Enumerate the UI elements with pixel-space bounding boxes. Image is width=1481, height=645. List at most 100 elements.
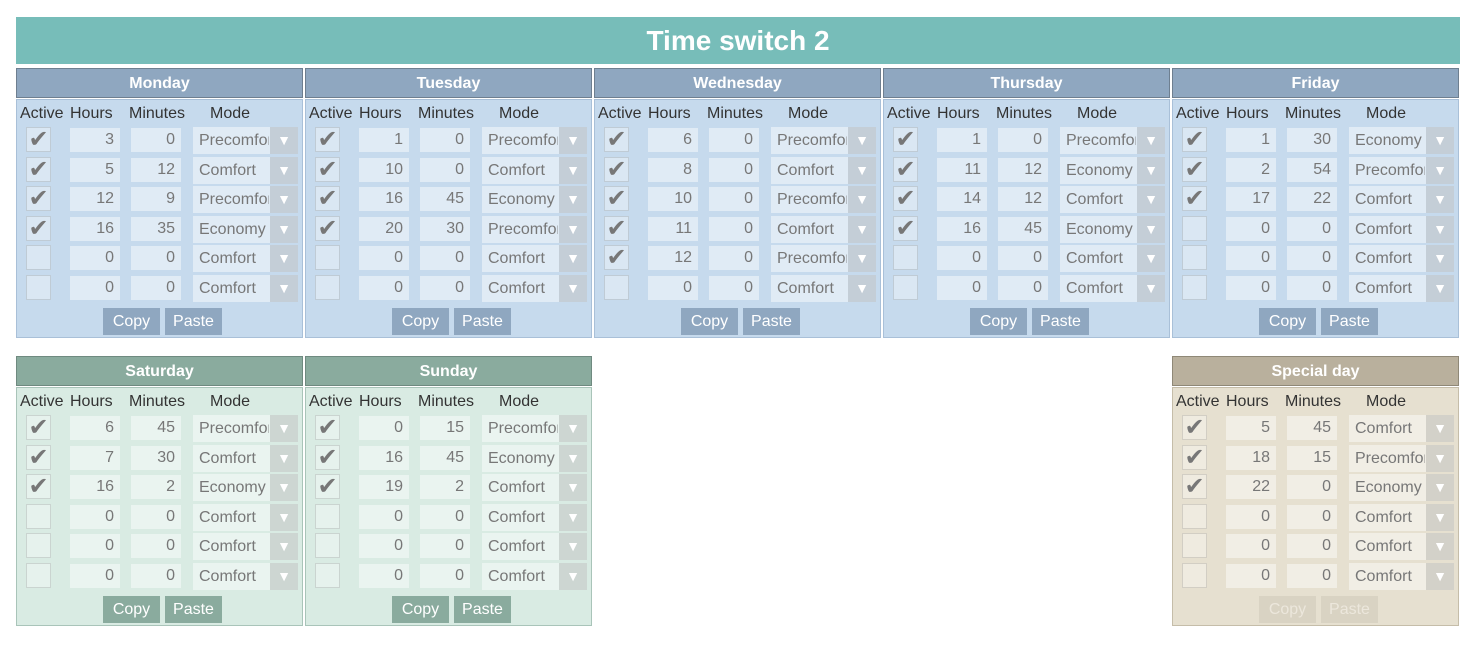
minutes-input[interactable]: 0: [998, 246, 1048, 271]
active-checkbox[interactable]: [315, 533, 340, 559]
minutes-input[interactable]: 45: [420, 187, 470, 212]
active-checkbox[interactable]: ✔: [315, 215, 340, 241]
hours-input[interactable]: 11: [648, 216, 698, 241]
minutes-input[interactable]: 45: [1287, 416, 1337, 440]
minutes-input[interactable]: 0: [420, 157, 470, 182]
active-checkbox[interactable]: ✔: [26, 215, 51, 241]
minutes-input[interactable]: 0: [420, 276, 470, 300]
active-checkbox[interactable]: ✔: [26, 127, 51, 152]
minutes-input[interactable]: 0: [998, 276, 1048, 300]
hours-input[interactable]: 16: [359, 187, 409, 212]
active-checkbox[interactable]: ✔: [604, 127, 629, 152]
mode-select[interactable]: Comfort ▼: [482, 533, 587, 561]
active-checkbox[interactable]: ✔: [315, 474, 340, 500]
mode-select[interactable]: Precomfort▼: [771, 186, 876, 214]
hours-input[interactable]: 16: [70, 216, 120, 241]
hours-input[interactable]: 22: [1226, 475, 1276, 500]
minutes-input[interactable]: 0: [709, 157, 759, 182]
paste-button[interactable]: Paste: [743, 308, 800, 335]
copy-button[interactable]: Copy: [970, 308, 1027, 335]
hours-input[interactable]: 1: [1226, 128, 1276, 152]
hours-input[interactable]: 2: [1226, 157, 1276, 182]
mode-select[interactable]: Comfort ▼: [1349, 533, 1454, 561]
hours-input[interactable]: 0: [70, 534, 120, 559]
mode-select[interactable]: Economy ▼: [1060, 156, 1165, 184]
minutes-input[interactable]: 0: [709, 246, 759, 271]
mode-select[interactable]: Comfort ▼: [482, 275, 587, 302]
mode-select[interactable]: Comfort ▼: [193, 503, 298, 531]
active-checkbox[interactable]: [26, 503, 51, 529]
active-checkbox[interactable]: ✔: [1182, 474, 1207, 500]
active-checkbox[interactable]: ✔: [315, 415, 340, 440]
hours-input[interactable]: 0: [359, 246, 409, 271]
minutes-input[interactable]: 0: [420, 246, 470, 271]
minutes-input[interactable]: 35: [131, 216, 181, 241]
hours-input[interactable]: 0: [70, 276, 120, 300]
hours-input[interactable]: 0: [359, 564, 409, 588]
minutes-input[interactable]: 0: [1287, 276, 1337, 300]
active-checkbox[interactable]: [315, 503, 340, 529]
active-checkbox[interactable]: ✔: [26, 474, 51, 500]
mode-select[interactable]: Precomfort▼: [482, 127, 587, 154]
minutes-input[interactable]: 0: [1287, 534, 1337, 559]
mode-select[interactable]: Economy ▼: [1349, 127, 1454, 154]
mode-select[interactable]: Comfort ▼: [1349, 245, 1454, 273]
mode-select[interactable]: Comfort ▼: [1060, 186, 1165, 214]
minutes-input[interactable]: 0: [709, 128, 759, 152]
mode-select[interactable]: Precomfort▼: [771, 245, 876, 273]
mode-select[interactable]: Comfort ▼: [193, 245, 298, 273]
paste-button[interactable]: Paste: [454, 308, 511, 335]
mode-select[interactable]: Comfort ▼: [193, 533, 298, 561]
active-checkbox[interactable]: ✔: [604, 215, 629, 241]
mode-select[interactable]: Comfort ▼: [482, 245, 587, 273]
mode-select[interactable]: Economy ▼: [1060, 215, 1165, 243]
hours-input[interactable]: 0: [359, 416, 409, 440]
active-checkbox[interactable]: [26, 533, 51, 559]
active-checkbox[interactable]: ✔: [893, 186, 918, 212]
mode-select[interactable]: Comfort ▼: [771, 156, 876, 184]
minutes-input[interactable]: 0: [420, 534, 470, 559]
active-checkbox[interactable]: ✔: [315, 156, 340, 182]
active-checkbox[interactable]: [26, 245, 51, 271]
active-checkbox[interactable]: [1182, 245, 1207, 271]
mode-select[interactable]: Comfort ▼: [1349, 563, 1454, 590]
mode-select[interactable]: Comfort ▼: [482, 156, 587, 184]
mode-select[interactable]: Precomfort▼: [193, 415, 298, 442]
mode-select[interactable]: Comfort ▼: [771, 275, 876, 302]
hours-input[interactable]: 0: [937, 246, 987, 271]
hours-input[interactable]: 14: [937, 187, 987, 212]
active-checkbox[interactable]: ✔: [893, 156, 918, 182]
minutes-input[interactable]: 0: [131, 564, 181, 588]
mode-select[interactable]: Precomfort▼: [482, 415, 587, 442]
hours-input[interactable]: 0: [70, 564, 120, 588]
hours-input[interactable]: 11: [937, 157, 987, 182]
paste-button[interactable]: Paste: [165, 596, 222, 623]
mode-select[interactable]: Comfort ▼: [1349, 503, 1454, 531]
minutes-input[interactable]: 0: [131, 128, 181, 152]
copy-button[interactable]: Copy: [392, 596, 449, 623]
hours-input[interactable]: 0: [1226, 276, 1276, 300]
active-checkbox[interactable]: [26, 563, 51, 588]
minutes-input[interactable]: 22: [1287, 187, 1337, 212]
minutes-input[interactable]: 0: [420, 128, 470, 152]
mode-select[interactable]: Comfort ▼: [1349, 186, 1454, 214]
active-checkbox[interactable]: ✔: [893, 215, 918, 241]
hours-input[interactable]: 16: [359, 445, 409, 470]
hours-input[interactable]: 5: [70, 157, 120, 182]
hours-input[interactable]: 5: [1226, 416, 1276, 440]
hours-input[interactable]: 20: [359, 216, 409, 241]
minutes-input[interactable]: 9: [131, 187, 181, 212]
mode-select[interactable]: Economy ▼: [482, 444, 587, 472]
active-checkbox[interactable]: ✔: [26, 415, 51, 440]
active-checkbox[interactable]: [893, 245, 918, 271]
hours-input[interactable]: 0: [1226, 246, 1276, 271]
hours-input[interactable]: 10: [648, 187, 698, 212]
minutes-input[interactable]: 45: [998, 216, 1048, 241]
active-checkbox[interactable]: ✔: [1182, 156, 1207, 182]
mode-select[interactable]: Comfort ▼: [193, 275, 298, 302]
active-checkbox[interactable]: ✔: [1182, 127, 1207, 152]
mode-select[interactable]: Comfort ▼: [1349, 415, 1454, 442]
paste-button[interactable]: Paste: [454, 596, 511, 623]
minutes-input[interactable]: 30: [420, 216, 470, 241]
minutes-input[interactable]: 0: [131, 534, 181, 559]
